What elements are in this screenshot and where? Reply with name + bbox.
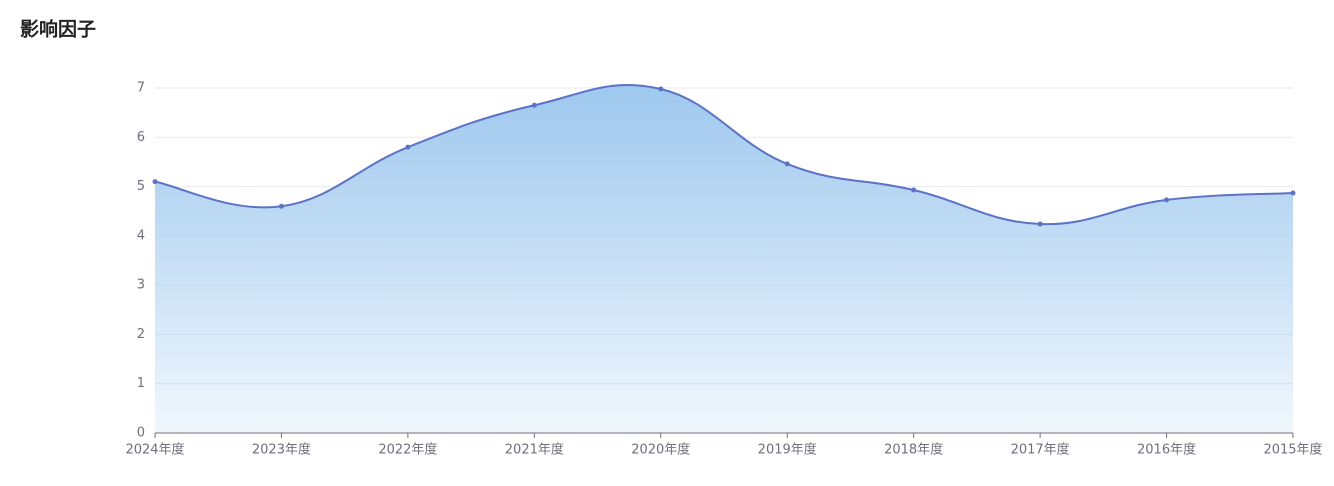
point xyxy=(531,102,537,108)
area xyxy=(155,84,1293,433)
x-tick-label: 2022年度 xyxy=(378,442,437,458)
x-tick-label: 2024年度 xyxy=(125,442,184,458)
x-tick-label: 2019年度 xyxy=(758,442,817,458)
y-tick-label: 3 xyxy=(137,278,145,293)
chart-title: 影响因子 xyxy=(20,18,96,41)
point xyxy=(1037,221,1043,227)
x-tick-label: 2015年度 xyxy=(1263,442,1322,458)
point xyxy=(1164,197,1170,203)
x-tick-label: 2023年度 xyxy=(252,442,311,458)
point xyxy=(911,187,917,193)
point xyxy=(658,86,664,92)
y-tick-label: 0 xyxy=(137,426,145,441)
x-tick-label: 2016年度 xyxy=(1137,442,1196,458)
y-tick-label: 6 xyxy=(137,130,145,145)
y-tick-label: 7 xyxy=(137,81,145,96)
point xyxy=(405,144,411,150)
point xyxy=(784,161,790,167)
x-tick-label: 2021年度 xyxy=(505,442,564,458)
y-tick-label: 2 xyxy=(137,327,145,342)
line xyxy=(154,83,1294,226)
point xyxy=(1290,190,1296,196)
y-tick-label: 5 xyxy=(137,179,145,194)
y-tick-label: 4 xyxy=(137,228,145,243)
x-tick-label: 2020年度 xyxy=(631,442,690,458)
x-tick-label: 2018年度 xyxy=(884,442,943,458)
point xyxy=(152,179,158,185)
x-tick-label: 2017年度 xyxy=(1011,442,1070,458)
point xyxy=(278,203,284,209)
y-tick-label: 1 xyxy=(137,376,145,391)
